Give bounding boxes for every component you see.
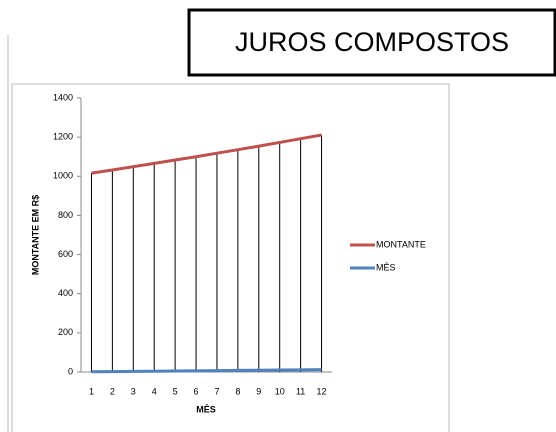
title: JUROS COMPOSTOS <box>235 27 509 57</box>
y-axis-label: MONTANTE EM R$ <box>30 195 40 275</box>
y-tick-label: 1400 <box>53 92 73 102</box>
x-tick-label: 1 <box>89 386 94 396</box>
x-tick-label: 12 <box>317 386 327 396</box>
y-tick-label: 1200 <box>53 132 73 142</box>
x-tick-label: 4 <box>152 386 157 396</box>
x-tick-label: 11 <box>296 386 305 396</box>
y-tick-label: 400 <box>58 288 73 298</box>
x-tick-label: 2 <box>110 386 115 396</box>
y-tick-label: 200 <box>58 327 73 337</box>
x-tick-label: 10 <box>275 386 285 396</box>
x-tick-label: 8 <box>235 386 240 396</box>
title-box <box>187 8 556 77</box>
legend-label: MÊS <box>376 262 396 272</box>
x-tick-label: 9 <box>256 386 261 396</box>
x-tick-label: 3 <box>131 386 136 396</box>
y-tick-label: 0 <box>68 366 73 376</box>
chart-area <box>11 83 450 432</box>
series-line <box>91 368 322 374</box>
legend-label: MONTANTE <box>376 239 426 249</box>
y-tick-label: 800 <box>58 210 73 220</box>
y-tick-label: 600 <box>58 249 73 259</box>
series-line <box>91 133 322 175</box>
x-tick-label: 5 <box>173 386 178 396</box>
x-axis-label: MÊS <box>196 403 216 414</box>
x-tick-label: 7 <box>214 386 219 396</box>
y-tick-label: 1000 <box>53 171 73 181</box>
x-tick-label: 6 <box>194 386 199 396</box>
